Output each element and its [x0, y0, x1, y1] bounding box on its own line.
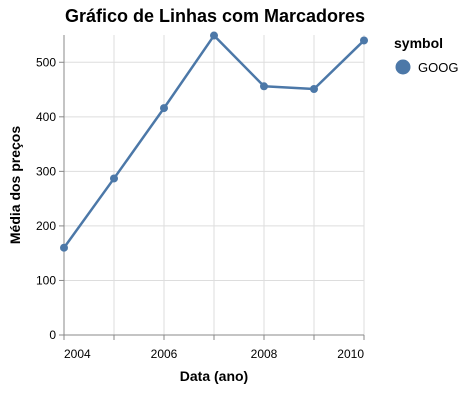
data-point [60, 243, 68, 252]
data-point [210, 31, 218, 40]
legend-symbol [395, 59, 411, 75]
y-tick-label: 300 [36, 164, 56, 178]
x-tick-label: 2004 [64, 347, 91, 361]
y-axis-title: Média dos preços [7, 126, 23, 244]
data-point [110, 174, 118, 183]
y-tick-label: 200 [36, 219, 56, 233]
y-axis-ticks: 0 100 200 300 400 500 [36, 55, 64, 342]
x-tick-label: 2008 [251, 347, 278, 361]
legend-label-goog: GOOG [418, 60, 458, 75]
y-gridlines [64, 61, 364, 336]
y-tick-label: 400 [36, 110, 56, 124]
y-tick-label: 100 [36, 273, 56, 287]
data-point [260, 82, 268, 91]
data-point [160, 104, 168, 113]
data-point [310, 85, 318, 93]
x-axis-title: Data (ano) [180, 368, 248, 384]
series-layer [60, 31, 368, 252]
chart-title: Gráfico de Linhas com Marcadores [65, 6, 365, 26]
legend-title: symbol [394, 35, 443, 51]
x-tick-label: 2006 [151, 347, 178, 361]
legend: symbol GOOG [394, 35, 458, 75]
y-tick-label: 0 [49, 328, 56, 342]
y-tick-label: 500 [36, 55, 56, 69]
x-axis-ticks: 2004 2006 2008 2010 [63, 335, 365, 361]
data-point [360, 36, 368, 45]
x-tick-label: 2010 [337, 347, 364, 361]
